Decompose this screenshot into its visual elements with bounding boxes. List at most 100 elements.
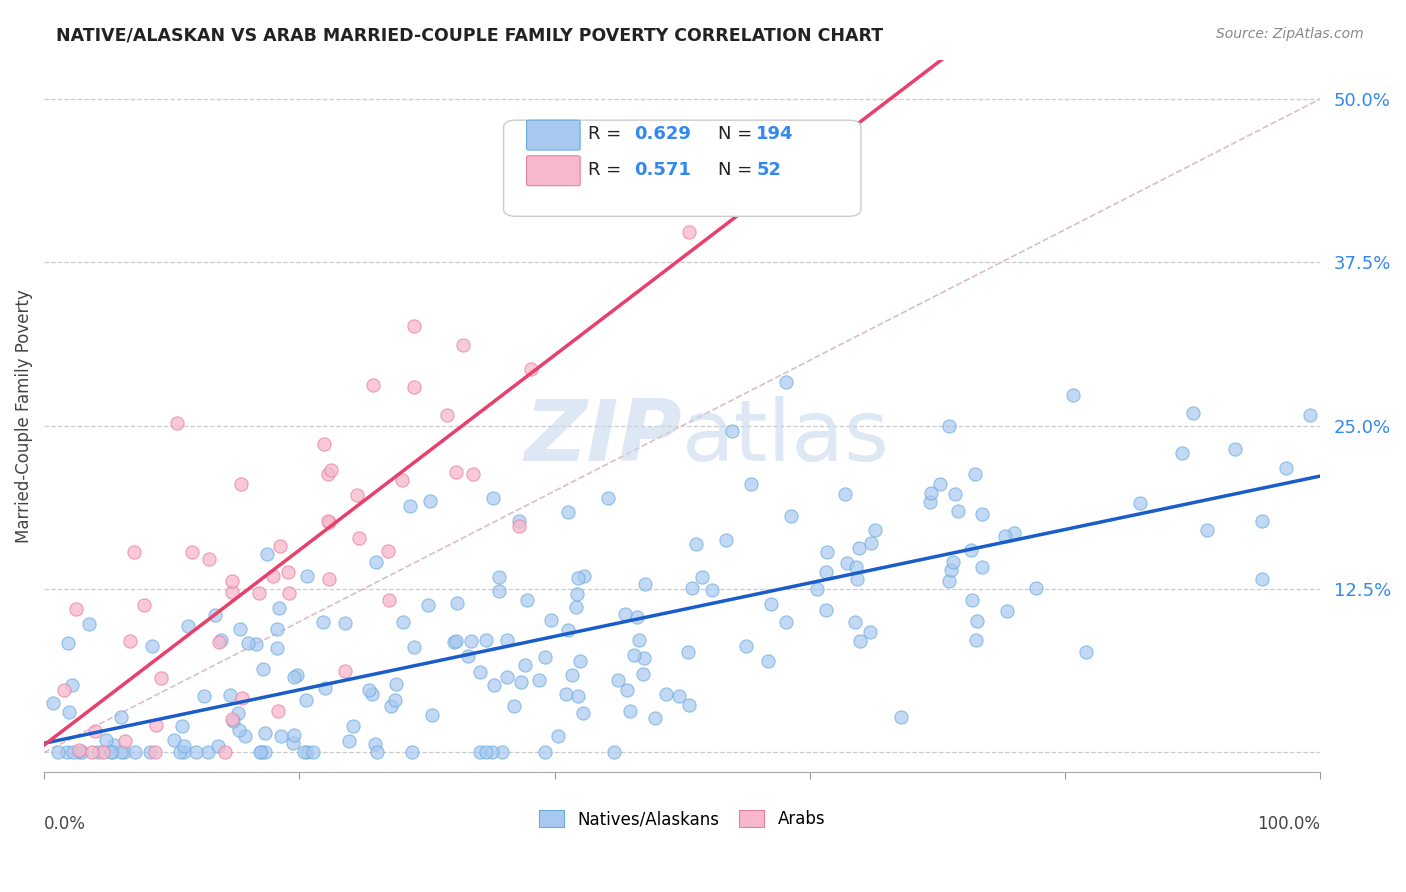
Point [863,523,886,537]
Point [48,746,70,760]
Point [547,729,569,743]
Point [283,670,305,684]
Point [221,714,243,729]
Point [285,667,308,681]
Point [1002,525,1025,540]
Point [87,746,110,760]
Point [42,696,65,710]
Point [502,699,524,714]
Point [740,477,762,491]
Point [860,536,883,550]
Point [844,615,866,630]
Point [534,650,557,665]
Point [565,586,588,600]
Point [342,718,364,732]
Point [508,514,530,528]
Point [513,657,536,672]
Point [965,632,987,647]
Point [599,195,621,210]
Point [62,678,84,692]
Point [249,746,271,760]
Point [145,718,167,732]
Point [221,585,243,599]
Point [567,571,589,585]
Point [295,746,318,760]
Point [170,719,193,733]
Point [655,687,678,701]
Point [180,545,202,559]
Point [678,698,700,712]
Point [759,597,782,611]
Point [488,570,510,584]
Point [67,746,90,760]
Point [141,639,163,653]
Point [681,582,703,596]
Point [859,624,882,639]
Point [613,607,636,621]
Point [678,225,700,239]
Point [806,582,828,596]
Point [77,617,100,632]
Text: R =: R = [588,126,627,144]
Point [316,467,339,482]
Point [226,706,249,720]
Point [554,687,576,701]
Point [567,690,589,704]
Point [266,623,288,637]
Point [364,738,387,752]
Point [994,529,1017,543]
Point [735,639,758,653]
Point [534,746,557,760]
Point [1129,496,1152,510]
Point [444,465,467,479]
Point [845,573,868,587]
Point [685,537,707,551]
Point [114,734,136,748]
Point [208,634,231,648]
Point [890,710,912,724]
Point [815,566,838,580]
Point [460,634,482,648]
Text: Source: ZipAtlas.com: Source: ZipAtlas.com [1216,27,1364,41]
FancyBboxPatch shape [503,120,860,217]
Point [1299,409,1322,423]
Point [139,746,162,760]
Point [633,651,655,665]
Point [122,544,145,558]
Point [564,600,586,615]
Point [252,662,274,676]
Point [318,572,340,586]
Point [557,505,579,519]
Point [474,633,496,648]
Point [446,596,468,610]
Point [419,494,441,508]
Point [360,687,382,701]
Point [938,574,960,588]
Point [929,477,952,491]
Point [626,610,648,624]
Point [920,486,942,500]
Point [1076,644,1098,658]
Point [443,634,465,648]
Point [1181,406,1204,420]
Point [316,514,339,528]
Point [295,568,318,582]
Text: R =: R = [588,161,627,179]
Point [1025,581,1047,595]
Point [451,338,474,352]
Point [470,746,492,760]
Point [481,746,503,760]
Point [619,704,641,718]
Point [970,560,993,574]
Point [253,726,276,740]
Text: 0.0%: 0.0% [44,814,86,833]
Point [574,568,596,582]
Point [1225,442,1247,456]
Point [228,723,250,737]
Point [312,615,335,630]
Point [938,418,960,433]
Point [269,539,291,553]
Point [333,664,356,678]
Point [91,746,114,760]
Point [457,649,479,664]
